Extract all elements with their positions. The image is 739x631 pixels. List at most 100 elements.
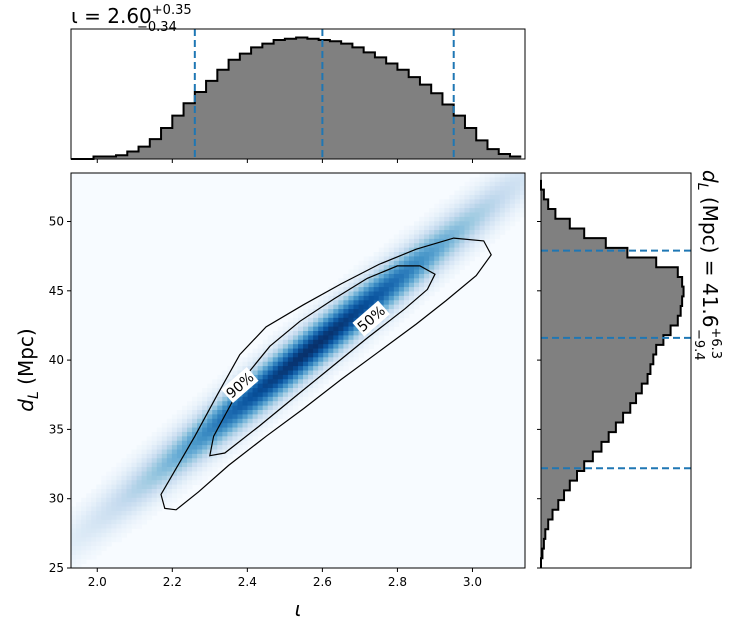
heatmap-cell (414, 278, 420, 284)
heatmap-cell (242, 440, 248, 446)
heatmap-cell (499, 173, 506, 178)
heatmap-cell (338, 366, 344, 371)
heatmap-cell (514, 203, 521, 209)
heatmap-cell (469, 208, 475, 213)
joint-xtick-label-3: 2.6 (313, 575, 332, 589)
heatmap-cell (237, 414, 243, 420)
heatmap-cell (474, 203, 480, 209)
heatmap-cell (176, 493, 183, 499)
heatmap-cell (101, 497, 107, 503)
heatmap-cell (298, 339, 304, 345)
y-axis-label-main: d (14, 399, 38, 412)
heatmap-cell (474, 186, 480, 191)
dl-stat-sub: L (694, 183, 710, 191)
heatmap-cell (91, 546, 97, 551)
heatmap-cell (106, 537, 112, 543)
heatmap-cell (232, 366, 238, 371)
heatmap-cell (333, 291, 339, 297)
heatmap-cell (439, 234, 445, 240)
heatmap-cell (383, 287, 390, 292)
heatmap-cell (318, 366, 324, 371)
heatmap-cell (494, 194, 501, 200)
heatmap-cell (403, 295, 410, 301)
heatmap-cell (116, 462, 122, 468)
heatmap-cell (287, 396, 294, 402)
heatmap-cell (141, 493, 148, 499)
heatmap-cell (277, 379, 284, 385)
heatmap-cell (197, 410, 203, 415)
heatmap-cell (161, 449, 168, 455)
heatmap-cell (338, 295, 344, 301)
heatmap-cell (308, 322, 314, 328)
heatmap-cell (419, 295, 425, 301)
heatmap-cell (353, 335, 359, 341)
heatmap-cell (504, 173, 511, 178)
heatmap-cell (81, 559, 87, 565)
heatmap-cell (156, 458, 163, 464)
heatmap-cell (187, 467, 193, 472)
heatmap-cell (298, 383, 304, 389)
heatmap-cell (126, 524, 132, 529)
heatmap-cell (76, 554, 82, 560)
heatmap-cell (504, 194, 511, 200)
heatmap-cell (192, 410, 198, 415)
heatmap-cell (519, 181, 526, 187)
heatmap-cell (212, 401, 218, 407)
heatmap-cell (252, 396, 259, 402)
heatmap-cell (323, 348, 329, 354)
heatmap-cell (434, 221, 440, 227)
heatmap-cell (131, 510, 137, 516)
heatmap-cell (247, 431, 253, 437)
heatmap-cell (81, 550, 87, 556)
heatmap-cell (313, 317, 319, 323)
heatmap-cell (272, 361, 279, 367)
heatmap-cell (106, 541, 112, 547)
heatmap-cell (444, 216, 450, 222)
heatmap-cell (121, 519, 127, 525)
heatmap-cell (494, 181, 501, 187)
heatmap-cell (408, 243, 415, 249)
heatmap-cell (222, 396, 228, 402)
heatmap-cell (429, 291, 435, 297)
heatmap-cell (161, 484, 168, 490)
heatmap-cell (388, 260, 395, 266)
heatmap-cell (176, 418, 183, 424)
heatmap-cell (287, 344, 294, 349)
heatmap-cell (242, 427, 248, 433)
heatmap-cell (424, 212, 430, 218)
heatmap-cell (414, 225, 420, 231)
heatmap-cell (358, 344, 364, 349)
heatmap-cell (318, 326, 324, 332)
heatmap-cell (212, 458, 218, 464)
heatmap-cell (207, 436, 213, 442)
heatmap-cell (333, 313, 339, 319)
heatmap-cell (141, 489, 148, 494)
heatmap-cell (166, 453, 173, 459)
heatmap-cell (504, 190, 511, 196)
heatmap-cell (252, 436, 259, 442)
heatmap-cell (343, 295, 349, 301)
joint-ytick-label-3: 40 (49, 353, 64, 367)
heatmap-cell (469, 212, 475, 218)
heatmap-cell (141, 515, 148, 521)
heatmap-cell (146, 458, 153, 464)
heatmap-cell (187, 427, 193, 433)
heatmap-cell (181, 471, 188, 477)
heatmap-cell (368, 260, 375, 266)
heatmap-cell (71, 546, 77, 551)
heatmap-cell (96, 502, 102, 507)
heatmap-cell (197, 431, 203, 437)
heatmap-cell (81, 502, 87, 507)
heatmap-cell (267, 383, 274, 389)
heatmap-cell (338, 317, 344, 323)
heatmap-cell (207, 467, 213, 472)
heatmap-cell (419, 287, 425, 292)
heatmap-cell (71, 519, 77, 525)
heatmap-cell (474, 225, 480, 231)
heatmap-cell (318, 379, 324, 385)
heatmap-cell (187, 453, 193, 459)
heatmap-cell (257, 431, 264, 437)
heatmap-cell (232, 405, 238, 411)
iota-stat-plus: +0.35 (152, 3, 192, 18)
heatmap-cell (292, 326, 299, 332)
